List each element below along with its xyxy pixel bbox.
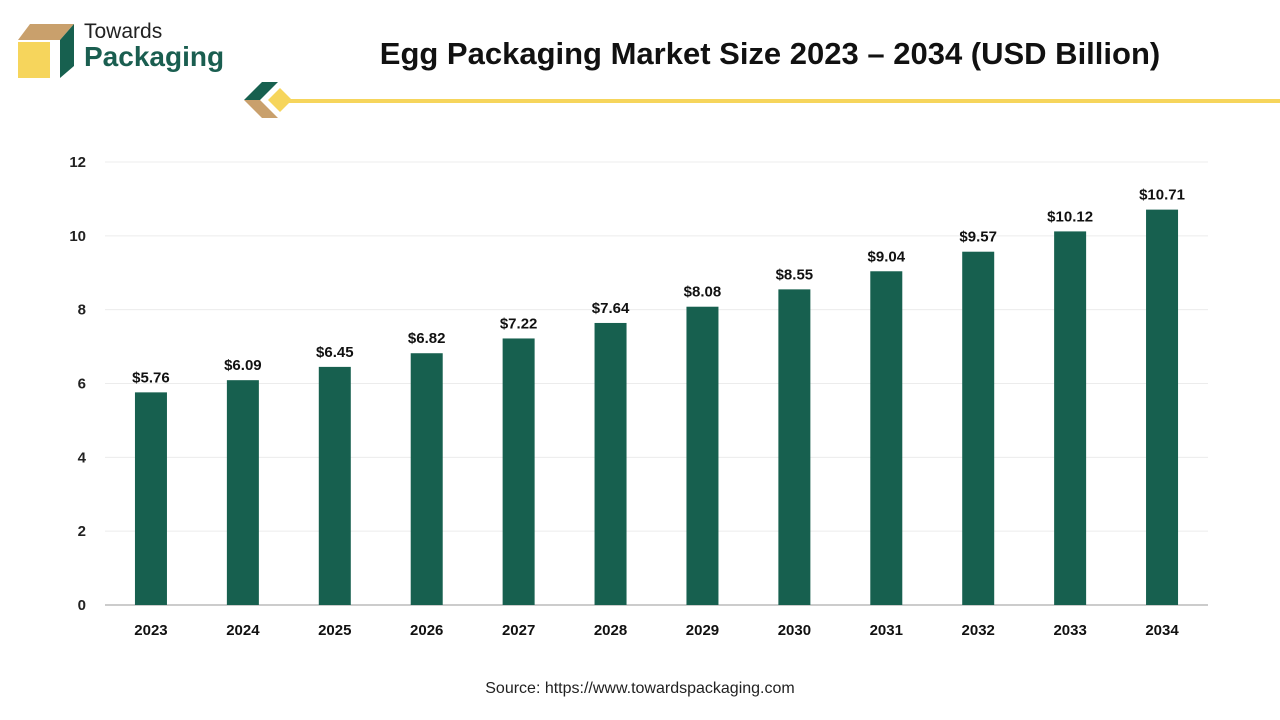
x-tick-label: 2030 [778,622,811,639]
x-tick-label: 2023 [134,622,167,639]
brand-line2: Packaging [84,41,225,72]
y-tick-label: 8 [78,302,86,319]
data-label: $7.22 [500,315,538,332]
data-label: $9.04 [868,248,906,265]
x-tick-label: 2032 [962,622,995,639]
y-tick-label: 0 [78,597,86,614]
y-tick-label: 6 [78,376,86,393]
source-note: Source: https://www.towardspackaging.com [485,680,795,697]
data-label: $6.09 [224,357,262,374]
x-tick-label: 2024 [226,622,260,639]
towards-packaging-logo [18,24,74,78]
bar [1054,231,1087,606]
x-tick-label: 2031 [870,622,903,639]
y-tick-label: 10 [69,228,86,245]
x-tick-label: 2026 [410,622,443,639]
data-label: $8.08 [684,284,722,301]
x-tick-label: 2028 [594,622,627,639]
bar [870,271,903,605]
x-tick-label: 2034 [1145,622,1179,639]
bar [226,380,259,605]
data-label: $10.12 [1047,208,1093,225]
y-tick-label: 2 [78,523,86,540]
data-label: $5.76 [132,369,170,386]
data-label: $8.55 [776,266,814,283]
data-label: $10.71 [1139,187,1185,204]
bar [594,322,627,605]
title-underline-decoration [244,82,1280,118]
data-label: $6.82 [408,330,446,347]
bar [410,353,443,605]
bar [502,338,535,605]
bar [686,306,719,605]
data-label: $9.57 [959,229,997,246]
bar [134,392,167,605]
y-tick-label: 12 [69,154,86,171]
data-label: $7.64 [592,300,630,317]
x-tick-label: 2027 [502,622,535,639]
y-tick-label: 4 [78,449,87,466]
bar [1146,209,1179,605]
bar [778,289,811,605]
x-tick-label: 2033 [1053,622,1086,639]
x-tick-label: 2029 [686,622,719,639]
data-label: $6.45 [316,344,354,361]
bar [962,251,995,605]
bar [318,366,351,605]
brand-line1: Towards [84,20,163,43]
chart-title: Egg Packaging Market Size 2023 – 2034 (U… [379,36,1161,71]
x-tick-label: 2025 [318,622,351,639]
